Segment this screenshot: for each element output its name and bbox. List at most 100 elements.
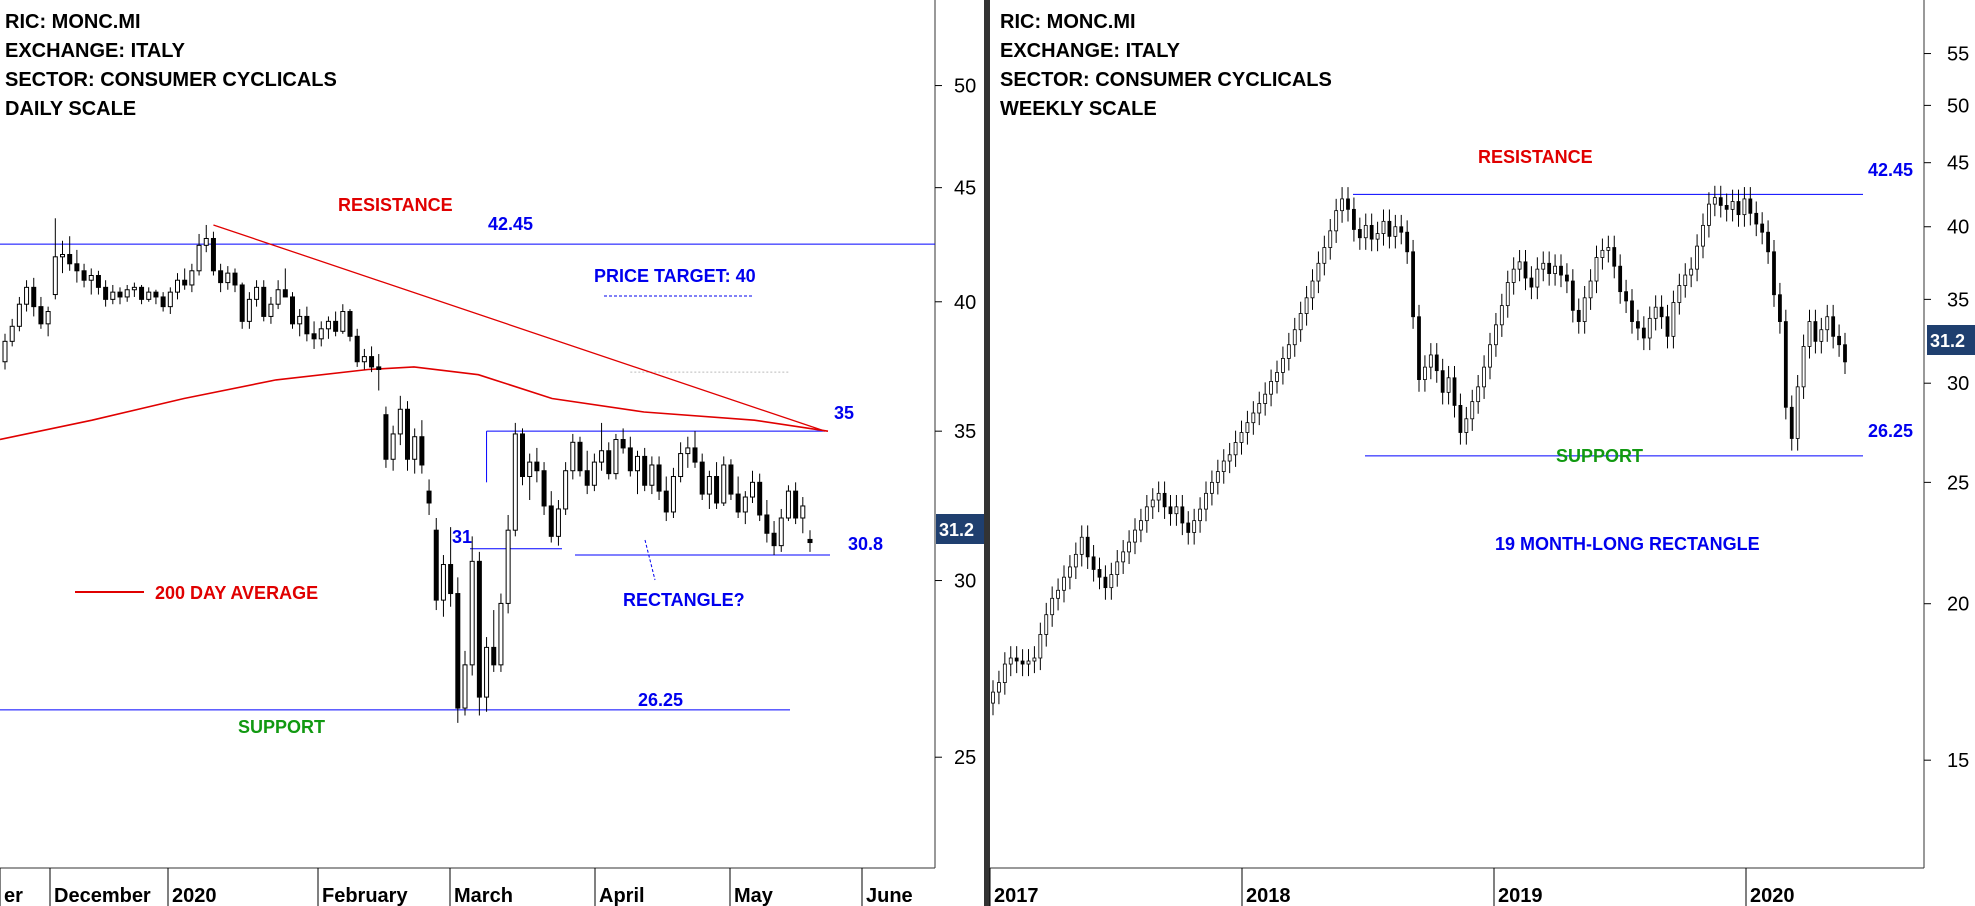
daily-candle	[369, 346, 375, 373]
weekly-x-tick-label: 2020	[1750, 885, 1795, 906]
daily-x-axis: er December 2020 February March April May June	[0, 868, 913, 906]
daily-candle	[246, 292, 252, 329]
weekly-candle-body	[1843, 344, 1847, 363]
weekly-info-sector: SECTOR: CONSUMER CYCLICALS	[1000, 69, 1332, 91]
weekly-candle-body	[1712, 197, 1717, 205]
daily-candle	[88, 268, 94, 295]
daily-candle-body	[88, 274, 94, 281]
panel-divider	[984, 0, 990, 906]
daily-candle-body	[103, 286, 109, 300]
weekly-candle	[1115, 550, 1120, 587]
weekly-candle	[1440, 358, 1445, 405]
weekly-candle-body	[1032, 657, 1037, 662]
daily-candle	[325, 316, 331, 339]
daily-candle-body	[225, 272, 231, 284]
weekly-candle	[1198, 497, 1202, 533]
weekly-candle-body	[1748, 198, 1753, 214]
weekly-candle-body	[1115, 561, 1120, 576]
daily-candle	[24, 280, 30, 312]
weekly-candle-body	[1659, 306, 1664, 318]
daily-candle	[721, 456, 727, 506]
daily-candle-body	[45, 311, 51, 325]
daily-x-tick-label: March	[454, 885, 513, 906]
daily-candle	[405, 401, 410, 471]
weekly-candle-body	[1334, 210, 1339, 232]
weekly-candle-body	[1807, 321, 1812, 347]
daily-candle-body	[678, 453, 684, 478]
daily-candle	[706, 470, 712, 509]
daily-levels	[0, 224, 935, 711]
daily-candle-body	[570, 441, 576, 472]
daily-candle-body	[785, 490, 791, 519]
weekly-candle	[1233, 430, 1238, 467]
daily-candle-body	[642, 455, 648, 486]
weekly-candle	[1517, 250, 1522, 282]
weekly-candle-body	[1565, 274, 1569, 282]
weekly-candle-body	[1677, 285, 1682, 303]
weekly-candle-body	[1204, 492, 1208, 510]
daily-candle	[275, 280, 281, 310]
daily-candle	[103, 280, 109, 307]
weekly-candle	[1334, 198, 1339, 243]
weekly-candle-body	[1523, 261, 1528, 279]
weekly-candle-body	[1730, 201, 1735, 210]
daily-candle	[397, 395, 403, 446]
weekly-candle-body	[1452, 377, 1457, 406]
daily-candle-body	[649, 464, 655, 486]
weekly-candle-body	[1789, 406, 1794, 439]
daily-candle	[232, 268, 238, 293]
daily-candle	[563, 462, 569, 515]
daily-candle-body	[16, 303, 22, 327]
weekly-candle	[1204, 481, 1208, 522]
daily-y-tick-label: 35	[954, 421, 976, 443]
daily-candle	[685, 436, 691, 468]
weekly-candle	[1150, 488, 1155, 519]
weekly-candle	[1618, 254, 1623, 304]
daily-candle-body	[311, 333, 317, 340]
weekly-candle	[1813, 309, 1818, 354]
daily-candle	[599, 422, 605, 471]
daily-candle	[81, 263, 87, 288]
weekly-candle	[1133, 518, 1137, 555]
daily-candle	[9, 318, 15, 347]
weekly-candle	[1298, 301, 1303, 342]
daily-candle-body	[261, 286, 267, 317]
weekly-candle	[1819, 317, 1824, 354]
weekly-info-exchange: EXCHANGE: ITALY	[1000, 40, 1181, 62]
daily-candle	[728, 459, 734, 501]
weekly-candle	[1263, 382, 1268, 416]
daily-candle	[282, 268, 288, 298]
weekly-candle-body	[1837, 335, 1841, 346]
daily-candle-body	[110, 291, 116, 300]
daily-info-scale: DAILY SCALE	[5, 98, 136, 120]
weekly-last-price-text: 31.2	[1930, 331, 1965, 351]
daily-candle-body	[498, 602, 504, 666]
weekly-y-tick-label: 40	[1947, 217, 1969, 239]
daily-candle	[189, 263, 195, 293]
weekly-candle-body	[1535, 268, 1540, 288]
weekly-candle	[1144, 494, 1149, 533]
weekly-candle	[1582, 285, 1587, 334]
weekly-candle-body	[1168, 506, 1173, 515]
weekly-y-tick-label: 45	[1947, 153, 1969, 175]
weekly-candle-body	[1399, 226, 1404, 233]
weekly-candle	[1186, 511, 1191, 545]
weekly-candle	[1843, 332, 1847, 374]
daily-candle-body	[620, 439, 626, 449]
daily-candle-body	[354, 335, 360, 363]
daily-candle-body	[484, 646, 490, 698]
weekly-candle	[1482, 355, 1486, 399]
daily-candle-body	[325, 320, 331, 330]
daily-candles	[2, 218, 813, 723]
weekly-candle-body	[1423, 366, 1427, 380]
weekly-candle	[1630, 289, 1634, 334]
weekly-candle	[1683, 263, 1688, 298]
daily-candle-body	[469, 560, 475, 666]
daily-candle-body	[534, 461, 540, 472]
weekly-candle-body	[1766, 231, 1770, 253]
daily-candle	[268, 296, 274, 324]
weekly-candle-body	[1464, 418, 1469, 433]
weekly-candle	[1227, 442, 1232, 474]
weekly-candle	[1210, 470, 1214, 506]
daily-candle	[520, 428, 525, 486]
